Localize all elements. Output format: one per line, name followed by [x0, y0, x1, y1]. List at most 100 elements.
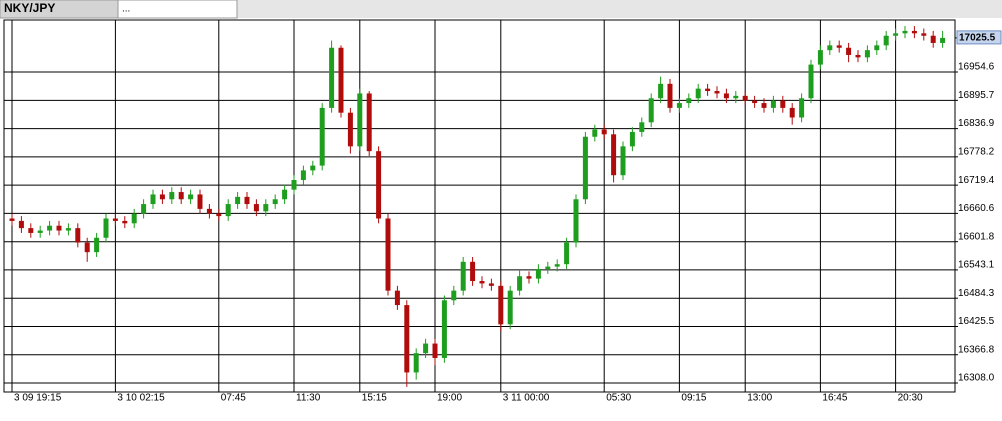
candle-body	[535, 269, 541, 279]
y-tick-label: 16895.7	[958, 90, 995, 101]
candle-body	[658, 83, 664, 99]
candle-body	[376, 151, 382, 219]
candle-body	[714, 91, 720, 94]
candle-body	[272, 199, 278, 205]
candle-body	[300, 170, 306, 181]
candle-body	[582, 136, 588, 200]
x-tick-label: 20:30	[898, 393, 923, 404]
candle-body	[28, 228, 34, 233]
candle-body	[836, 45, 842, 48]
candle-body	[432, 343, 438, 358]
candle-body	[178, 192, 184, 200]
candle-body	[526, 276, 532, 279]
candle-body	[282, 189, 288, 200]
candle-body	[141, 204, 147, 214]
candle-body	[131, 213, 137, 224]
candle-body	[150, 194, 156, 205]
x-tick-label: 07:45	[221, 393, 246, 404]
candle-body	[742, 95, 748, 101]
candle-body	[911, 30, 917, 34]
candle-body	[780, 100, 786, 108]
candle-body	[827, 45, 833, 51]
candle-body	[413, 353, 419, 373]
x-tick-label: 13:00	[747, 393, 772, 404]
candle-body	[84, 242, 90, 253]
y-tick-label: 16719.4	[958, 175, 995, 186]
candle-body	[705, 88, 711, 92]
candle-body	[789, 107, 795, 118]
candle-body	[648, 98, 654, 123]
y-tick-label: 16778.2	[958, 146, 995, 157]
tab-bar	[0, 0, 1002, 18]
candle-body	[37, 230, 43, 233]
candle-body	[470, 261, 476, 282]
candle-body	[122, 220, 128, 224]
last-price-label: 17025.5	[959, 33, 996, 44]
candle-body	[488, 283, 494, 286]
candle-body	[808, 64, 814, 99]
candle-body	[253, 204, 259, 212]
y-tick-label: 16484.3	[958, 288, 995, 299]
candle-body	[385, 218, 391, 291]
candle-body	[770, 100, 776, 108]
x-tick-label: 19:00	[437, 393, 462, 404]
tab[interactable]	[117, 0, 238, 19]
candle-body	[47, 225, 53, 231]
candle-body	[338, 47, 344, 113]
candle-body	[592, 129, 598, 137]
plot-area	[3, 19, 956, 393]
candle-body	[883, 35, 889, 46]
candle-body	[817, 50, 823, 65]
candle-body	[291, 180, 297, 190]
candle-body	[611, 134, 617, 176]
candle-body	[620, 146, 626, 176]
tab-label[interactable]: ...	[122, 4, 130, 15]
y-tick-label: 16425.5	[958, 316, 995, 327]
candle-body	[573, 199, 579, 243]
candle-body	[686, 98, 692, 104]
candle-body	[921, 33, 927, 36]
candle-body	[94, 237, 100, 253]
x-tick-label: 05:30	[606, 393, 631, 404]
candle-body	[564, 242, 570, 265]
candle-body	[244, 196, 250, 205]
y-tick-label: 16660.6	[958, 203, 995, 214]
candle-body	[169, 192, 175, 200]
x-tick-label: 09:15	[681, 393, 706, 404]
candle-body	[723, 93, 729, 99]
candle-body	[319, 107, 325, 166]
y-tick-label: 16308.0	[958, 373, 995, 384]
candle-body	[855, 54, 861, 58]
candle-body	[112, 218, 118, 221]
y-tick-label: 16954.6	[958, 62, 995, 73]
candle-body	[902, 30, 908, 34]
candle-body	[65, 228, 71, 231]
candle-body	[639, 122, 645, 132]
x-tick-label: 3 09 19:15	[14, 393, 62, 404]
candle-body	[159, 194, 165, 200]
candle-body	[940, 37, 946, 43]
candle-body	[206, 208, 212, 214]
candle-body	[423, 343, 429, 354]
candle-body	[479, 281, 485, 284]
candle-body	[103, 218, 109, 238]
candle-body	[601, 129, 607, 135]
x-tick-label: 16:45	[822, 393, 847, 404]
last-price-box	[956, 30, 1002, 45]
candle-body	[667, 83, 673, 108]
candle-body	[216, 213, 222, 217]
candle-body	[329, 47, 335, 108]
x-tick-label: 3 10 02:15	[117, 393, 165, 404]
tab-label[interactable]: NKY/JPY	[4, 1, 55, 15]
candle-body	[554, 264, 560, 267]
candle-body	[347, 112, 353, 147]
candle-body	[676, 103, 682, 108]
x-tick-label: 11:30	[296, 393, 321, 404]
candle-body	[263, 204, 269, 212]
candle-body	[310, 165, 316, 171]
y-tick-label: 16601.8	[958, 231, 995, 242]
candle-body	[799, 98, 805, 118]
candle-body	[366, 93, 372, 152]
candle-body	[893, 33, 899, 36]
candle-body	[441, 300, 447, 358]
